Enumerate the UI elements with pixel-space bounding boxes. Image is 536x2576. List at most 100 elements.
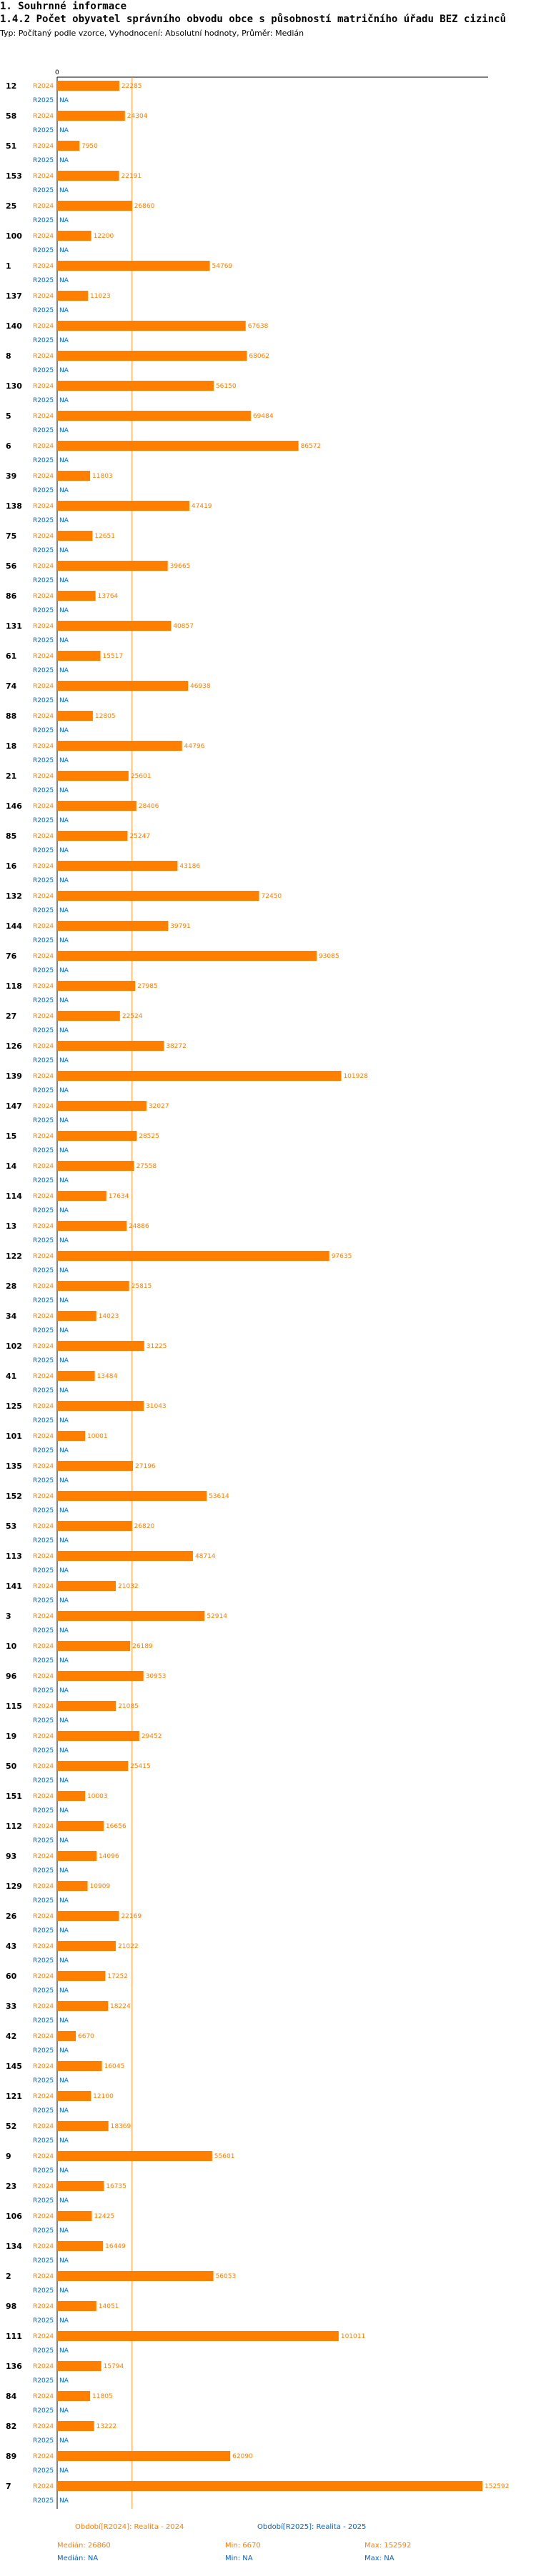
bar-r2024 bbox=[57, 561, 168, 571]
value-label-r2025: NA bbox=[59, 757, 69, 764]
category-label: 19 bbox=[6, 1732, 16, 1741]
series-label-r2025: R2025 bbox=[33, 2407, 54, 2415]
series-label-r2025: R2025 bbox=[33, 787, 54, 794]
category-label: 50 bbox=[6, 1762, 17, 1771]
series-label-r2025: R2025 bbox=[33, 1567, 54, 1574]
value-label-r2024: 101011 bbox=[341, 2333, 365, 2340]
category-label: 153 bbox=[6, 171, 22, 181]
bar-r2024 bbox=[57, 1401, 144, 1411]
series-label-r2025: R2025 bbox=[33, 637, 54, 644]
value-label-r2025: NA bbox=[59, 697, 69, 704]
series-label-r2024: R2024 bbox=[33, 1973, 54, 1980]
series-label-r2024: R2024 bbox=[33, 113, 54, 120]
value-label-r2025: NA bbox=[59, 2167, 69, 2175]
value-label-r2024: 7950 bbox=[81, 143, 98, 150]
legend-r2024-max: Max: 152592 bbox=[364, 2542, 411, 2550]
category-label: 27 bbox=[6, 1012, 16, 1021]
bar-r2024 bbox=[57, 1491, 207, 1501]
series-label-r2024: R2024 bbox=[33, 1823, 54, 1830]
category-label: 126 bbox=[6, 1042, 22, 1051]
series-label-r2024: R2024 bbox=[33, 1643, 54, 1650]
category-label: 137 bbox=[6, 291, 22, 301]
bar-r2024 bbox=[57, 1821, 104, 1831]
value-label-r2024: 55601 bbox=[214, 2153, 235, 2160]
series-label-r2024: R2024 bbox=[33, 833, 54, 840]
value-label-r2024: 86572 bbox=[301, 443, 322, 450]
value-label-r2024: 72450 bbox=[262, 893, 282, 900]
series-label-r2024: R2024 bbox=[33, 233, 54, 240]
series-label-r2025: R2025 bbox=[33, 1687, 54, 1694]
series-label-r2025: R2025 bbox=[33, 757, 54, 764]
series-label-r2024: R2024 bbox=[33, 1883, 54, 1890]
value-label-r2024: 26820 bbox=[134, 1523, 155, 1530]
series-label-r2025: R2025 bbox=[33, 2107, 54, 2115]
value-label-r2024: 152592 bbox=[485, 2483, 509, 2490]
series-label-r2024: R2024 bbox=[33, 2393, 54, 2400]
bar-r2024 bbox=[57, 1731, 139, 1741]
series-label-r2024: R2024 bbox=[33, 1703, 54, 1710]
bar-r2024 bbox=[57, 651, 101, 661]
series-label-r2025: R2025 bbox=[33, 697, 54, 704]
series-label-r2024: R2024 bbox=[33, 1913, 54, 1920]
series-label-r2025: R2025 bbox=[33, 1117, 54, 1124]
category-label: 61 bbox=[6, 652, 16, 661]
series-label-r2025: R2025 bbox=[33, 1507, 54, 1514]
bar-r2024 bbox=[57, 621, 172, 631]
value-label-r2024: 12100 bbox=[93, 2093, 114, 2100]
value-label-r2025: NA bbox=[59, 1327, 69, 1334]
value-label-r2024: 56053 bbox=[216, 2273, 237, 2280]
bar-r2024 bbox=[57, 111, 125, 121]
series-label-r2024: R2024 bbox=[33, 2273, 54, 2280]
value-label-r2024: 26860 bbox=[134, 203, 155, 210]
value-label-r2025: NA bbox=[59, 1807, 69, 1814]
series-label-r2025: R2025 bbox=[33, 427, 54, 434]
series-label-r2024: R2024 bbox=[33, 1253, 54, 1260]
category-label: 53 bbox=[6, 1522, 16, 1531]
value-label-r2024: 68062 bbox=[249, 353, 269, 360]
value-label-r2025: NA bbox=[59, 1777, 69, 1784]
value-label-r2024: 22524 bbox=[122, 1013, 143, 1020]
value-label-r2025: NA bbox=[59, 1657, 69, 1664]
bar-r2024 bbox=[57, 1431, 85, 1441]
category-label: 112 bbox=[6, 1822, 22, 1831]
series-label-r2024: R2024 bbox=[33, 1343, 54, 1350]
bar-r2024 bbox=[57, 801, 137, 811]
series-label-r2024: R2024 bbox=[33, 413, 54, 420]
category-label: 74 bbox=[6, 682, 17, 691]
category-label: 140 bbox=[6, 321, 22, 331]
bar-r2024 bbox=[57, 1071, 342, 1081]
series-label-r2024: R2024 bbox=[33, 2483, 54, 2490]
category-label: 88 bbox=[6, 712, 16, 721]
series-label-r2024: R2024 bbox=[33, 1463, 54, 1470]
category-label: 131 bbox=[6, 621, 22, 631]
series-label-r2025: R2025 bbox=[33, 1927, 54, 1935]
category-label: 7 bbox=[6, 2482, 11, 2491]
bar-r2024 bbox=[57, 1281, 129, 1291]
category-label: 8 bbox=[6, 351, 11, 361]
series-label-r2025: R2025 bbox=[33, 97, 54, 104]
category-label: 86 bbox=[6, 591, 17, 601]
bar-r2024 bbox=[57, 321, 246, 331]
value-label-r2025: NA bbox=[59, 2377, 69, 2385]
series-label-r2024: R2024 bbox=[33, 863, 54, 870]
value-label-r2025: NA bbox=[59, 247, 69, 254]
value-label-r2025: NA bbox=[59, 1117, 69, 1124]
legend-r2024-median: Medián: 26860 bbox=[57, 2541, 111, 2550]
category-label: 96 bbox=[6, 1672, 17, 1681]
value-label-r2025: NA bbox=[59, 187, 69, 194]
category-label: 3 bbox=[6, 1612, 11, 1621]
series-label-r2025: R2025 bbox=[33, 2347, 54, 2355]
series-label-r2025: R2025 bbox=[33, 937, 54, 944]
value-label-r2025: NA bbox=[59, 1507, 69, 1514]
category-label: 41 bbox=[6, 1372, 16, 1381]
value-label-r2025: NA bbox=[59, 787, 69, 794]
bar-r2024 bbox=[57, 1641, 131, 1651]
series-label-r2024: R2024 bbox=[33, 1793, 54, 1800]
value-label-r2024: 39665 bbox=[170, 563, 191, 570]
series-label-r2025: R2025 bbox=[33, 487, 54, 494]
series-label-r2025: R2025 bbox=[33, 2257, 54, 2265]
series-label-r2024: R2024 bbox=[33, 2213, 54, 2220]
series-label-r2025: R2025 bbox=[33, 2227, 54, 2235]
category-label: 10 bbox=[6, 1642, 17, 1651]
category-label: 98 bbox=[6, 2302, 16, 2311]
